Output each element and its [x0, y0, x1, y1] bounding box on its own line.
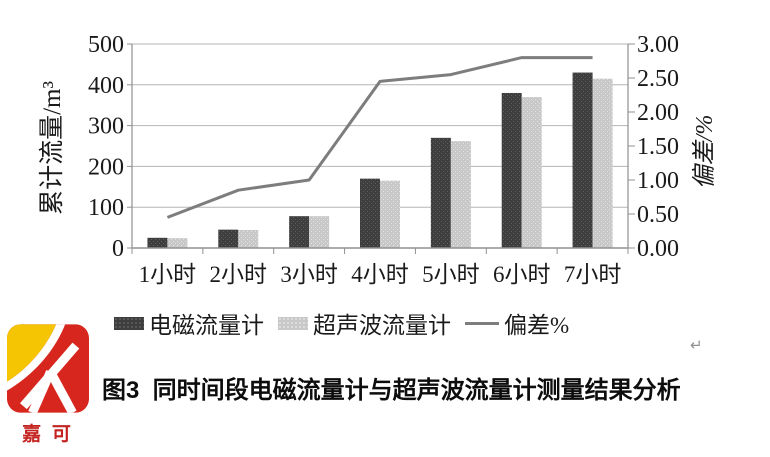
bar-electromagnetic-2h: [218, 229, 239, 248]
deviation-line: [166, 56, 593, 219]
left-tick-label: 500: [88, 32, 124, 58]
bar-ultrasonic-5h: [450, 141, 471, 248]
right-tick-label: 1.00: [637, 168, 679, 194]
left-tick-label: 400: [88, 73, 124, 99]
left-tick-label: 0: [112, 236, 124, 262]
right-tick-label: 2.50: [637, 66, 679, 92]
bar-electromagnetic-4h: [360, 178, 380, 248]
legend-item-3: 偏差%: [465, 306, 569, 340]
bar-electromagnetic-1h: [147, 237, 168, 248]
bar-electromagnetic-7h: [572, 72, 593, 248]
left-tick-label: 100: [88, 195, 124, 221]
legend-item-1: 电磁流量计: [114, 306, 264, 340]
legend-bar-swatch: [114, 316, 144, 330]
figure-caption: 图3 同时间段电磁流量计与超声波流量计测量结果分析: [102, 377, 681, 404]
right-tick-label: 3.00: [637, 32, 679, 58]
flow-comparison-chart: 0 100 200 300 400 500 0.00 0.50 1.00 1.50 2.00 2.50…: [38, 32, 718, 287]
bar-electromagnetic-3h: [289, 216, 310, 248]
left-tick-label: 300: [88, 114, 124, 140]
bar-ultrasonic-7h: [592, 78, 613, 249]
x-category-label: 5小时: [422, 262, 480, 287]
bar-electromagnetic-5h: [430, 137, 451, 248]
x-category-label: 3小时: [280, 262, 338, 287]
legend-label: 偏差%: [504, 313, 570, 338]
x-category-label: 4小时: [351, 262, 409, 287]
right-tick-label: 2.00: [637, 100, 679, 126]
jiake-logo: 嘉 可: [7, 324, 89, 446]
right-axis-title: 偏差/%: [691, 115, 718, 190]
x-category-label: 1小时: [139, 262, 197, 287]
bar-ultrasonic-3h: [309, 216, 330, 248]
right-tick-label: 0.00: [637, 236, 679, 262]
logo-white-swoosh: [7, 324, 66, 391]
legend-line-swatch: [465, 321, 499, 325]
logo-yellow-field: [7, 324, 57, 382]
left-tick-label: 200: [88, 154, 124, 180]
jiake-logo-mark: [7, 324, 89, 413]
bar-ultrasonic-6h: [521, 97, 542, 248]
legend-label: 电磁流量计: [149, 313, 264, 338]
bar-ultrasonic-1h: [167, 238, 188, 248]
legend-item-2: 超声波流量计: [278, 306, 451, 340]
left-axis-title: 累计流量/m³: [38, 81, 66, 215]
logo-text: 嘉 可: [22, 424, 74, 445]
x-category-label: 7小时: [564, 262, 622, 287]
legend-bar-swatch: [278, 316, 308, 330]
bar-ultrasonic-2h: [238, 230, 259, 248]
logo-k-glyph: [19, 342, 80, 413]
chart-legend: 电磁流量计 超声波流量计 偏差%: [114, 306, 569, 340]
legend-label: 超声波流量计: [313, 313, 451, 338]
paragraph-return-mark: ↵: [690, 336, 703, 354]
right-tick-label: 0.50: [637, 202, 679, 228]
bar-electromagnetic-6h: [501, 92, 522, 249]
bar-ultrasonic-4h: [380, 180, 400, 248]
right-tick-label: 1.50: [637, 134, 679, 160]
x-category-label: 6小时: [493, 262, 551, 287]
x-category-label: 2小时: [210, 262, 268, 287]
